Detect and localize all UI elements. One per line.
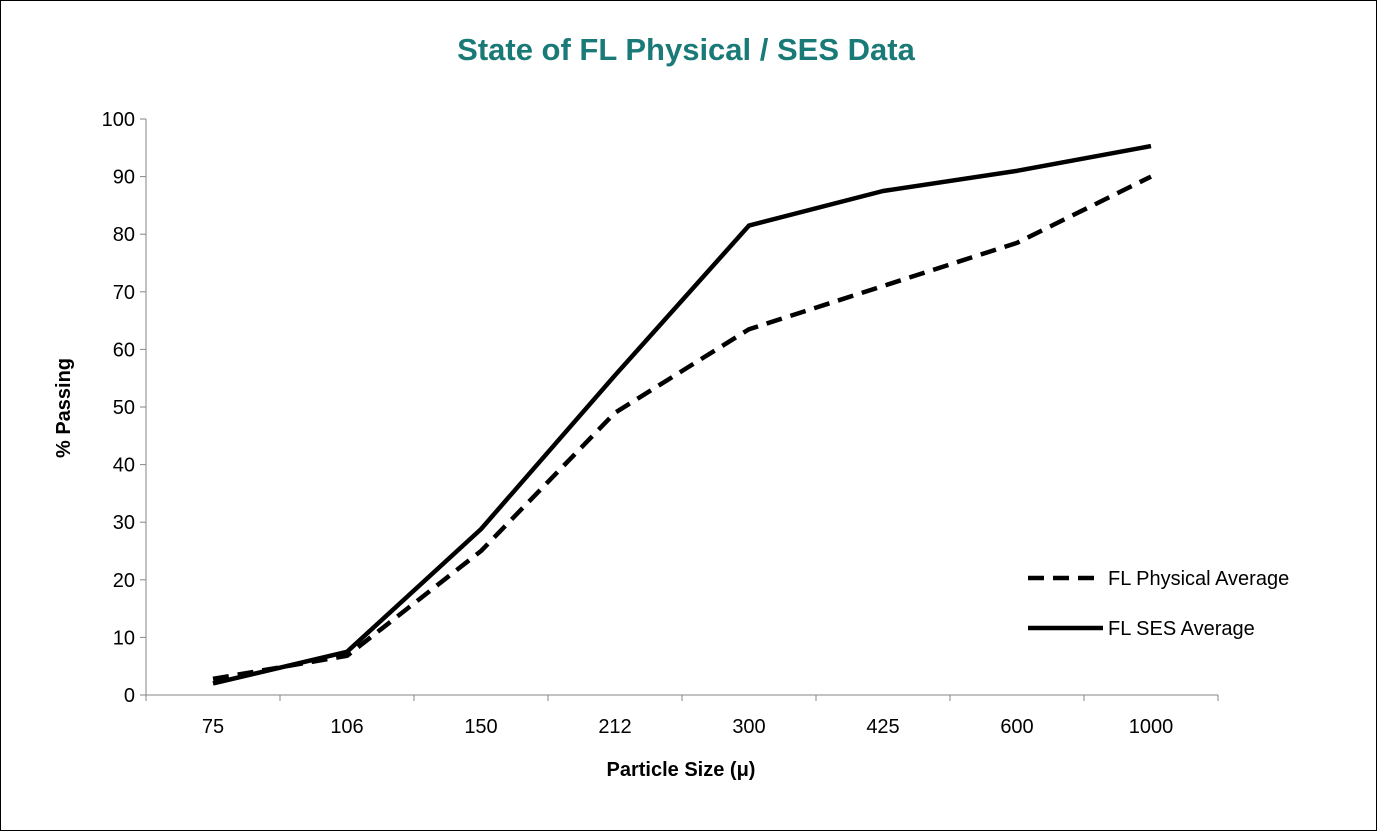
y-tick-label: 40 (113, 455, 135, 477)
series-line-fl-physical-average (212, 174, 1152, 682)
y-tick-label: 50 (113, 397, 135, 419)
legend: FL Physical Average FL SES Average (1028, 568, 1289, 640)
data-point (615, 412, 616, 413)
x-tick-label: 106 (330, 716, 363, 738)
y-axis-title: % Passing (53, 358, 75, 458)
y-tick-label: 60 (113, 339, 135, 361)
data-point (883, 286, 884, 287)
y-tick-label: 100 (102, 109, 135, 131)
y-tick-label: 0 (124, 685, 135, 707)
legend-label: FL Physical Average (1108, 568, 1289, 590)
y-tick-label: 80 (113, 224, 135, 246)
x-tick-label: 425 (866, 716, 899, 738)
x-tick-label: 600 (1000, 716, 1033, 738)
x-axis: 75 106 150 212 300 425 600 1000 (145, 694, 1219, 738)
y-tick-label: 70 (113, 282, 135, 304)
series-layer (212, 143, 1152, 686)
x-tick-label: 212 (598, 716, 631, 738)
series-line-fl-ses-average (212, 143, 1152, 686)
x-tick-label: 150 (464, 716, 497, 738)
x-axis-title: Particle Size (μ) (607, 759, 756, 781)
y-tick-label: 90 (113, 167, 135, 189)
y-tick-label: 10 (113, 627, 135, 649)
y-axis: 0 10 20 30 40 50 60 70 80 90 100 (102, 109, 147, 707)
y-tick-label: 20 (113, 570, 135, 592)
x-tick-label: 1000 (1129, 716, 1174, 738)
chart-title: State of FL Physical / SES Data (457, 32, 915, 67)
y-tick-label: 30 (113, 512, 135, 534)
legend-label: FL SES Average (1108, 618, 1255, 640)
x-tick-label: 75 (202, 716, 224, 738)
x-tick-label: 300 (732, 716, 765, 738)
